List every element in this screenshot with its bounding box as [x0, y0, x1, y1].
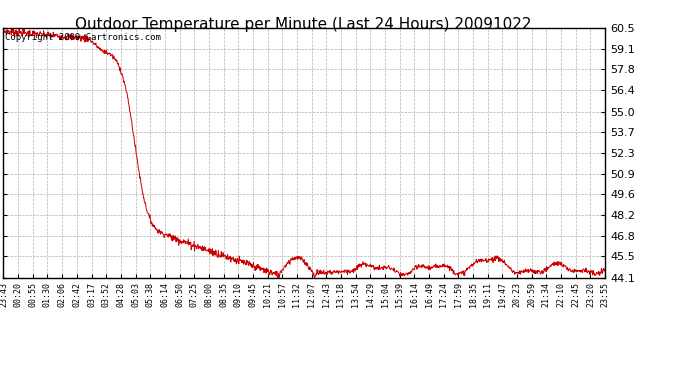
Text: Copyright 2009 Cartronics.com: Copyright 2009 Cartronics.com [5, 33, 161, 42]
Text: Outdoor Temperature per Minute (Last 24 Hours) 20091022: Outdoor Temperature per Minute (Last 24 … [75, 17, 532, 32]
